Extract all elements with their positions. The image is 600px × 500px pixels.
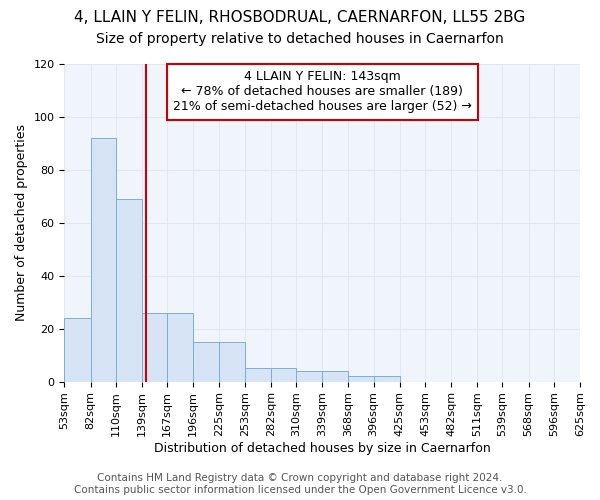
Bar bbox=[296, 371, 322, 382]
Bar bbox=[220, 342, 245, 382]
Text: Size of property relative to detached houses in Caernarfon: Size of property relative to detached ho… bbox=[96, 32, 504, 46]
Text: Contains HM Land Registry data © Crown copyright and database right 2024.
Contai: Contains HM Land Registry data © Crown c… bbox=[74, 474, 526, 495]
Text: 4 LLAIN Y FELIN: 143sqm
← 78% of detached houses are smaller (189)
21% of semi-d: 4 LLAIN Y FELIN: 143sqm ← 78% of detache… bbox=[173, 70, 472, 114]
Y-axis label: Number of detached properties: Number of detached properties bbox=[15, 124, 28, 322]
Bar bbox=[322, 371, 349, 382]
Bar bbox=[349, 376, 374, 382]
X-axis label: Distribution of detached houses by size in Caernarfon: Distribution of detached houses by size … bbox=[154, 442, 491, 455]
Text: 4, LLAIN Y FELIN, RHOSBODRUAL, CAERNARFON, LL55 2BG: 4, LLAIN Y FELIN, RHOSBODRUAL, CAERNARFO… bbox=[74, 10, 526, 25]
Bar bbox=[271, 368, 296, 382]
Bar bbox=[193, 342, 220, 382]
Bar bbox=[580, 379, 600, 382]
Bar bbox=[167, 313, 193, 382]
Bar bbox=[142, 313, 167, 382]
Bar bbox=[245, 368, 271, 382]
Bar bbox=[116, 199, 142, 382]
Bar bbox=[64, 318, 91, 382]
Bar bbox=[374, 376, 400, 382]
Bar bbox=[91, 138, 116, 382]
